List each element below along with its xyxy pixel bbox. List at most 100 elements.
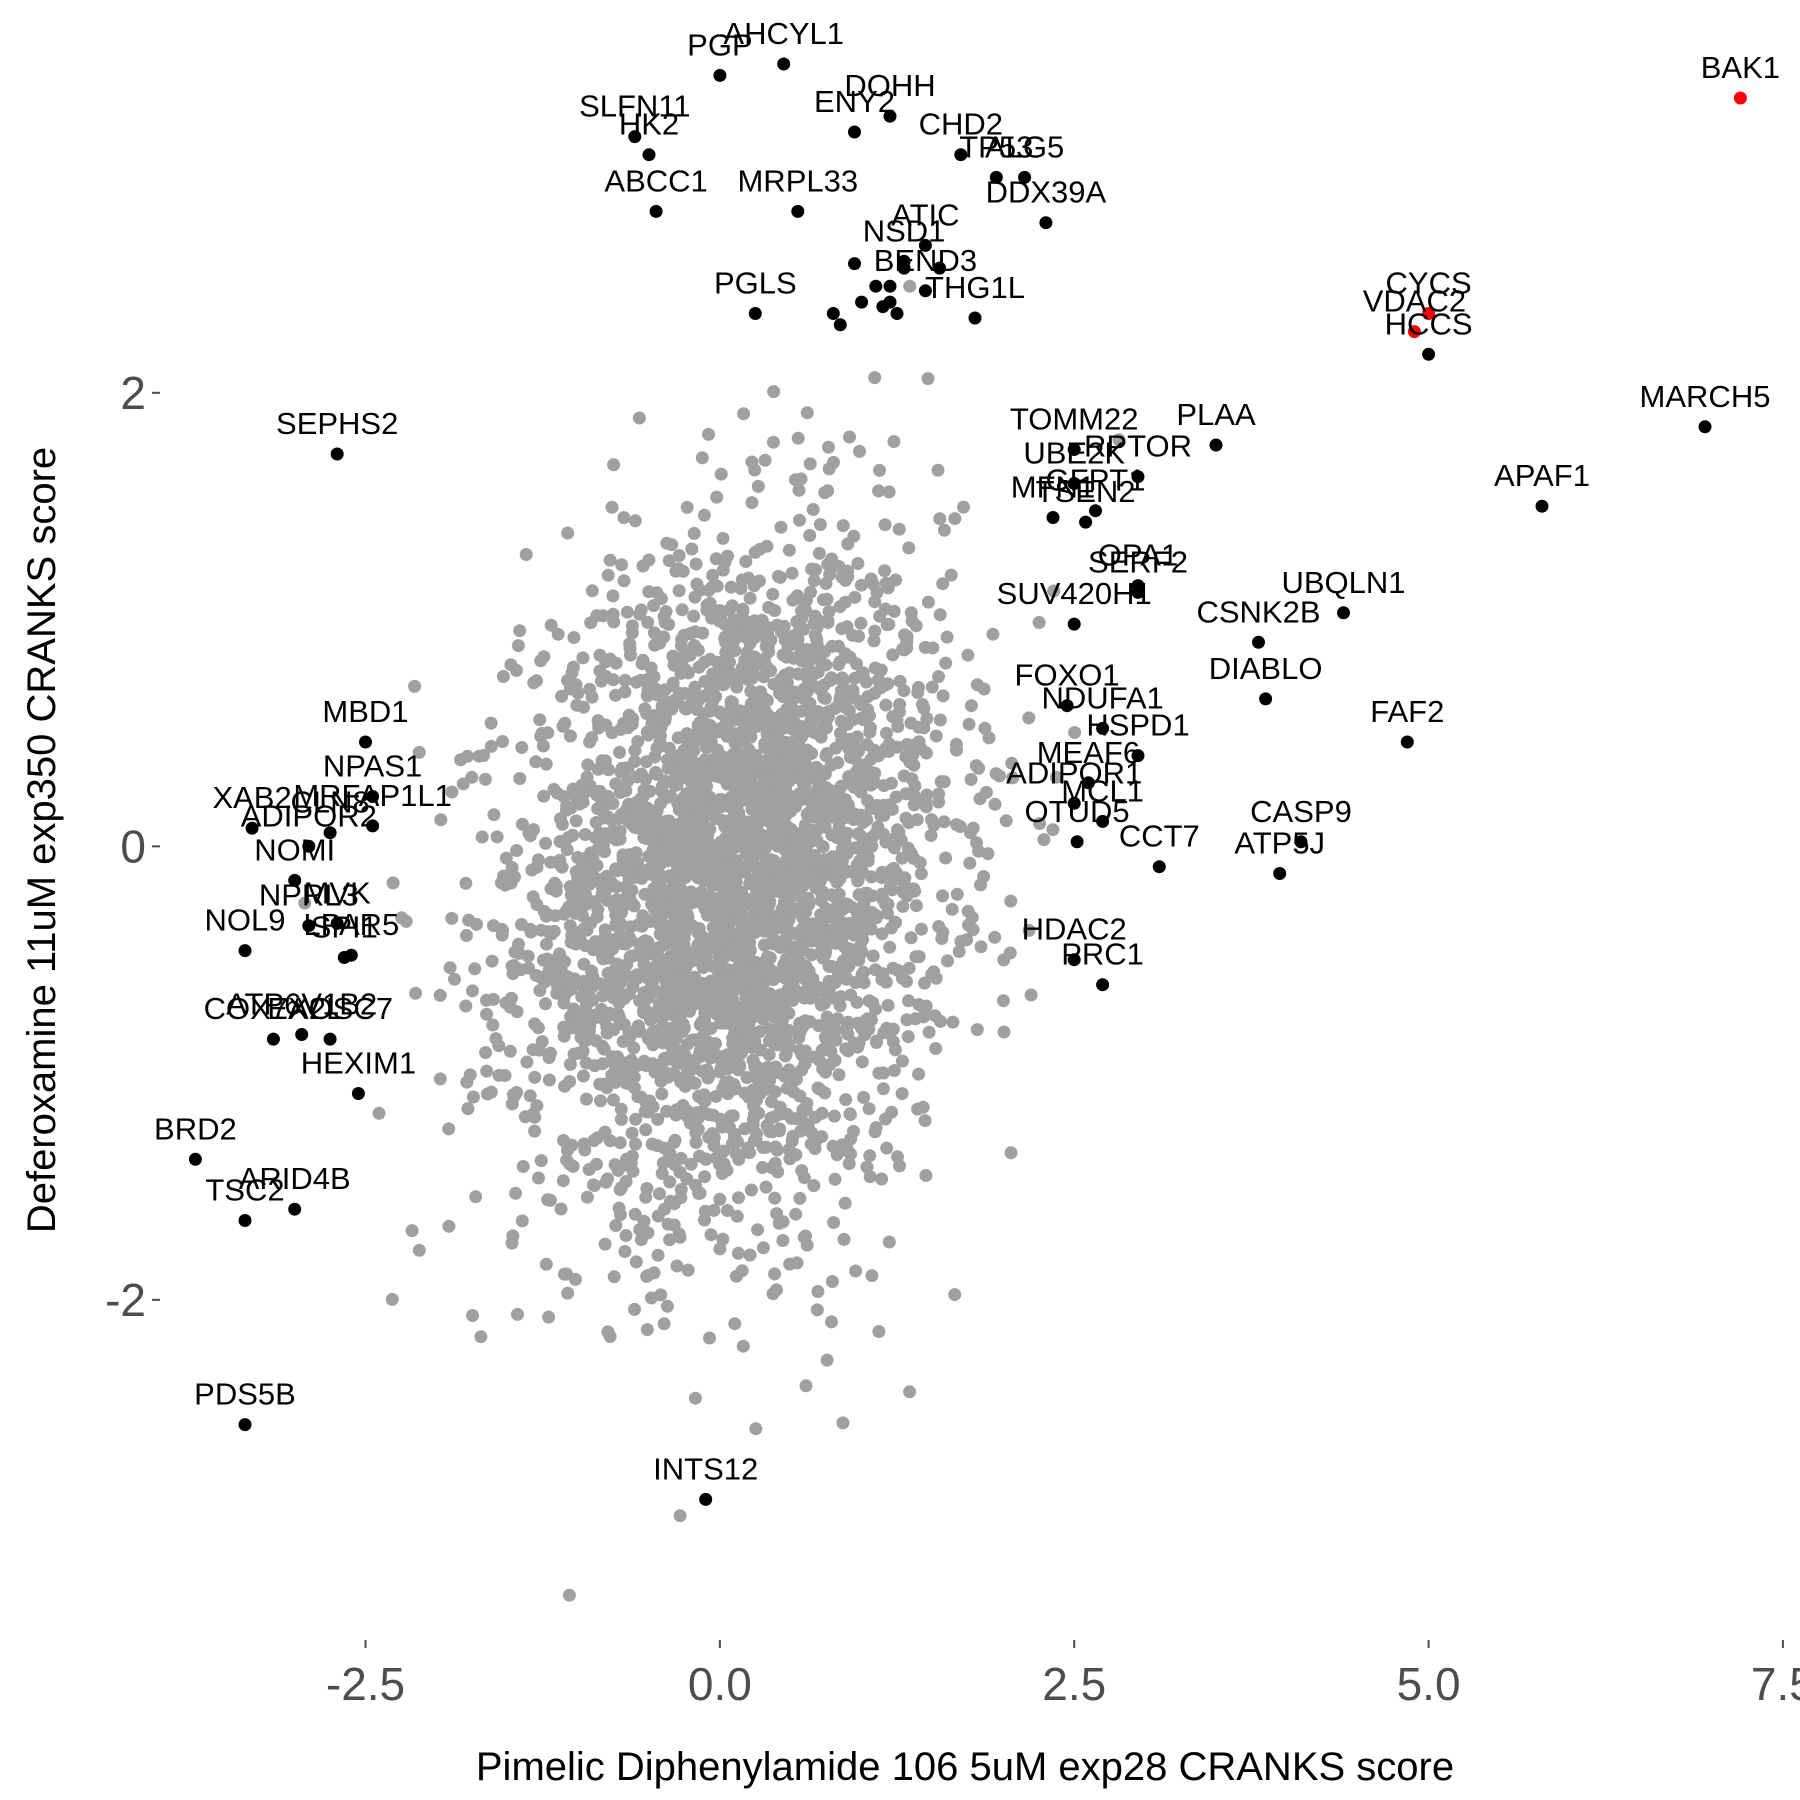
- background-point: [386, 876, 400, 890]
- point-slfn11: [628, 130, 642, 144]
- background-point: [751, 1223, 765, 1237]
- background-point: [684, 775, 698, 789]
- background-point: [519, 548, 533, 561]
- background-point: [750, 870, 764, 884]
- background-point: [775, 625, 788, 639]
- background-point: [1024, 988, 1038, 1002]
- background-point: [481, 1087, 494, 1101]
- background-point: [758, 704, 772, 718]
- point-csnk2b: [1252, 635, 1265, 649]
- point-pgp: [713, 68, 727, 82]
- background-point: [846, 713, 860, 727]
- point-label-ndufa1: NDUFA1: [1041, 680, 1163, 715]
- background-point: [879, 975, 893, 989]
- background-point: [514, 963, 528, 977]
- background-point: [808, 1142, 822, 1155]
- background-point: [694, 792, 707, 806]
- point-label-hexim1: HEXIM1: [301, 1046, 416, 1081]
- background-point: [759, 1180, 773, 1194]
- background-point: [714, 856, 727, 870]
- background-point: [854, 578, 868, 592]
- background-point: [583, 735, 597, 749]
- background-point: [746, 818, 760, 832]
- background-point: [813, 808, 827, 822]
- background-point: [902, 541, 916, 555]
- point: [883, 279, 897, 293]
- background-point: [670, 1259, 684, 1273]
- background-point: [614, 1181, 628, 1195]
- background-point: [820, 592, 834, 606]
- background-point: [600, 1020, 614, 1034]
- background-point: [713, 614, 727, 628]
- background-point: [675, 603, 689, 617]
- point-adipor1: [1067, 796, 1081, 810]
- background-point: [598, 1237, 612, 1251]
- background-point: [756, 1161, 769, 1174]
- background-point: [896, 971, 909, 985]
- background-point: [676, 1003, 689, 1017]
- background-point: [528, 1017, 542, 1031]
- background-point: [770, 1143, 784, 1157]
- background-point: [658, 615, 672, 629]
- point-label-exosc7: EXOSC7: [267, 991, 393, 1026]
- background-point: [601, 1325, 615, 1339]
- background-point: [698, 1170, 712, 1184]
- background-point: [778, 971, 792, 985]
- background-point: [484, 739, 498, 753]
- background-point: [900, 641, 914, 655]
- background-point: [789, 1207, 803, 1221]
- background-point: [912, 735, 926, 749]
- background-point: [738, 786, 752, 799]
- background-point: [865, 870, 878, 884]
- background-point: [808, 1050, 822, 1064]
- background-point: [825, 1315, 838, 1329]
- y-tick-label: -2: [105, 1274, 146, 1326]
- background-point: [617, 511, 631, 525]
- background-point: [699, 1152, 713, 1166]
- background-point: [640, 1323, 654, 1337]
- point-label-casp9: CASP9: [1250, 794, 1352, 829]
- background-point: [808, 1110, 822, 1124]
- point-plaa: [1209, 438, 1223, 452]
- background-point: [825, 552, 839, 566]
- background-point: [649, 765, 663, 779]
- background-point: [808, 649, 821, 663]
- background-point: [835, 671, 849, 685]
- background-point: [511, 1307, 524, 1321]
- background-point: [794, 704, 808, 718]
- background-point: [621, 814, 635, 828]
- background-point: [948, 1288, 962, 1302]
- background-point: [719, 991, 733, 1005]
- point: [855, 295, 869, 309]
- background-point: [716, 563, 730, 577]
- background-point: [783, 881, 797, 895]
- background-point: [603, 553, 617, 567]
- background-point: [409, 986, 423, 1000]
- background-point: [827, 455, 840, 469]
- background-point: [933, 1014, 947, 1028]
- point-label-hccs: HCCS: [1385, 306, 1473, 341]
- background-point: [728, 644, 742, 658]
- background-point: [632, 821, 646, 835]
- background-point: [637, 1001, 651, 1015]
- background-point: [846, 628, 860, 642]
- background-point: [850, 862, 864, 876]
- point-label-mcl1: MCL1: [1061, 773, 1144, 808]
- point-label-slfn11: SLFN11: [579, 89, 690, 124]
- background-point: [782, 754, 796, 768]
- background-point: [775, 902, 789, 916]
- background-point: [642, 585, 656, 599]
- background-point: [785, 566, 799, 580]
- background-point: [562, 1588, 576, 1602]
- background-point: [716, 1232, 730, 1246]
- background-point: [769, 1060, 783, 1074]
- background-point: [856, 779, 870, 793]
- background-point: [717, 883, 731, 897]
- background-point: [780, 930, 794, 944]
- background-point: [808, 855, 821, 869]
- point-ube2k: [1067, 477, 1081, 490]
- background-point: [927, 818, 941, 832]
- point-alg5: [1018, 170, 1032, 184]
- background-point: [763, 962, 777, 976]
- background-point: [793, 927, 806, 941]
